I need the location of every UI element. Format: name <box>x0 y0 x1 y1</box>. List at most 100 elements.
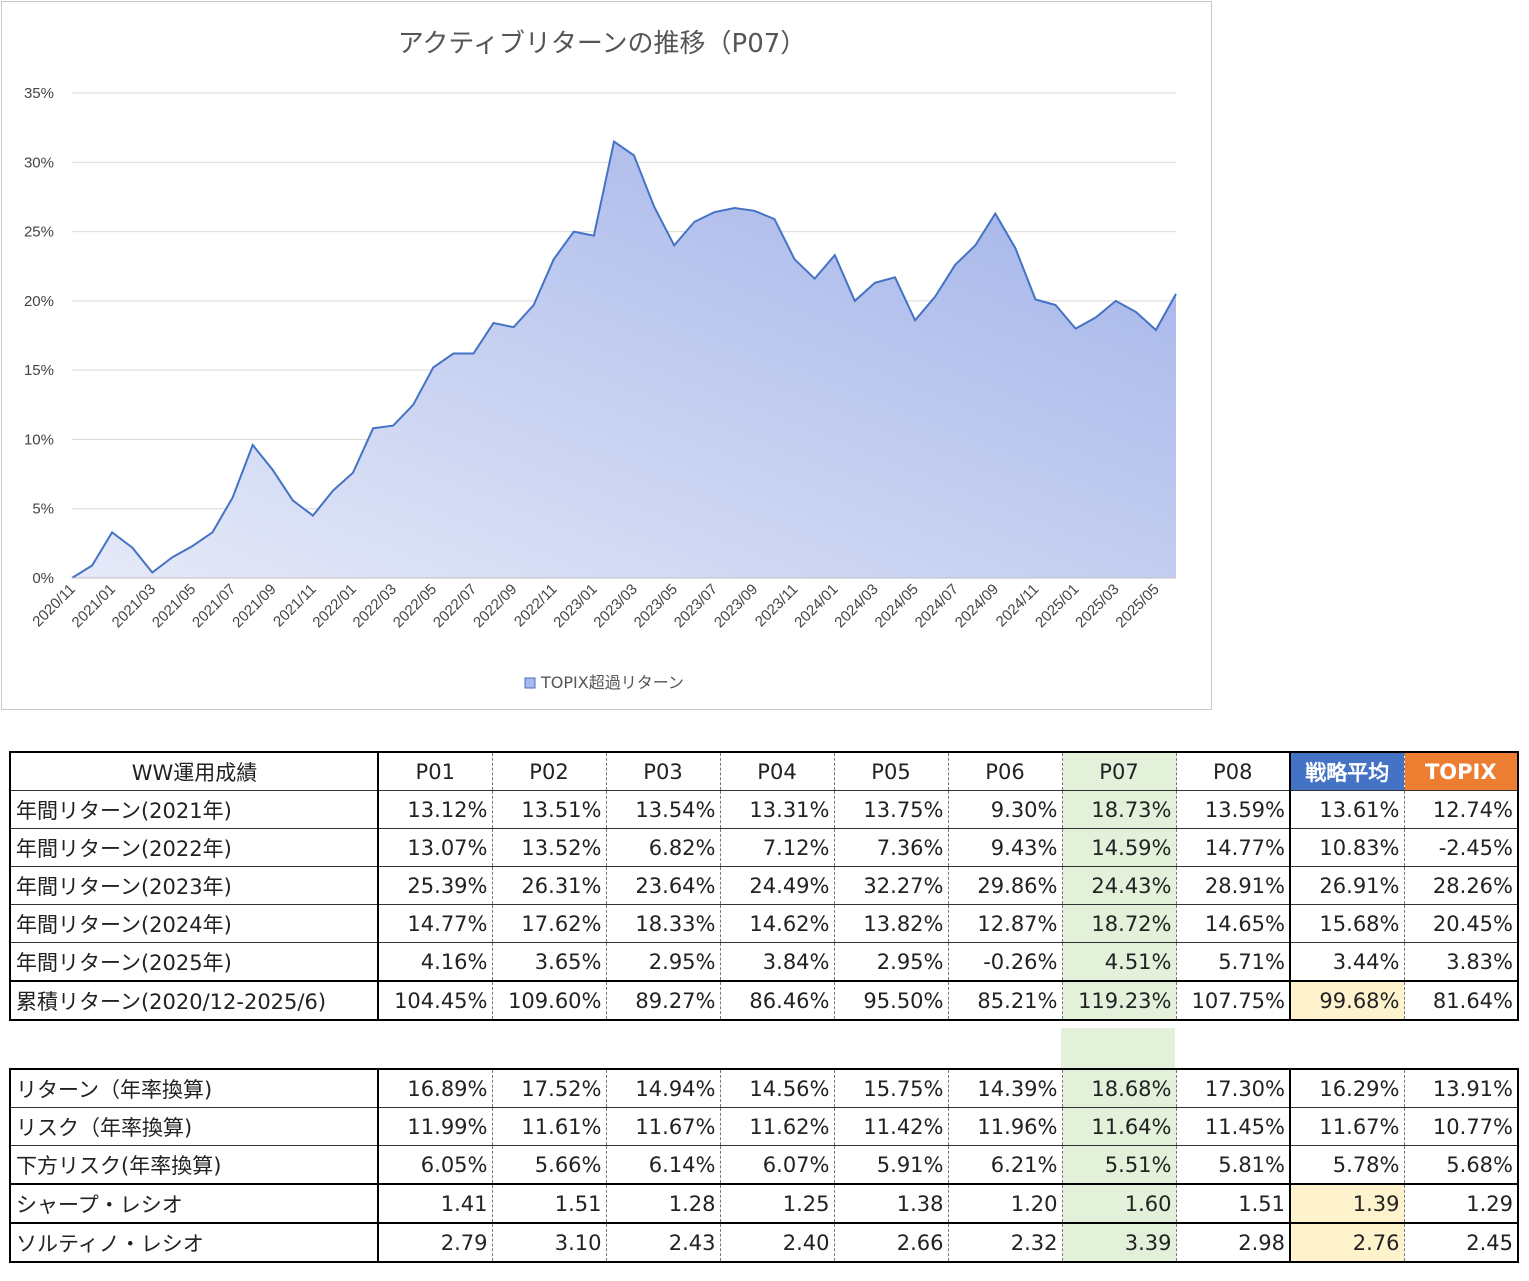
row-label: 累積リターン(2020/12-2025/6) <box>9 980 379 1021</box>
y-tick-label: 5% <box>32 501 54 518</box>
chart-legend: TOPIX超過リターン <box>524 673 684 692</box>
performance-table: WW運用成績 P01 P02 P03 P04 P05 P06 P07 P08 戦… <box>9 751 1519 1021</box>
table-row: リスク（年率換算) 11.99% 11.61% 11.67% 11.62% 11.42% 1… <box>9 1107 1519 1146</box>
header-p08: P08 <box>1175 751 1291 791</box>
table-cell: 107.75% <box>1175 980 1291 1021</box>
table-cell: 12.74% <box>1403 790 1519 829</box>
table-cell: 4.16% <box>377 942 493 982</box>
row-label: 年間リターン(2025年) <box>9 942 379 982</box>
header-p05: P05 <box>833 751 949 791</box>
table-cell: 24.49% <box>719 866 835 905</box>
table-cell: 3.65% <box>491 942 607 982</box>
table-row: 累積リターン(2020/12-2025/6) 104.45% 109.60% 89.2… <box>9 980 1519 1021</box>
table-cell: 16.89% <box>377 1068 493 1108</box>
table-cell: 5.78% <box>1289 1145 1405 1185</box>
table-cell: 14.62% <box>719 904 835 943</box>
table-cell: 3.10 <box>491 1222 607 1263</box>
x-axis-ticks: 2020/112021/012021/032021/052021/072021/… <box>29 581 1163 631</box>
x-tick-label: 2023/01 <box>550 581 600 631</box>
table-cell: 3.83% <box>1403 942 1519 982</box>
x-tick-label: 2022/01 <box>309 581 359 631</box>
x-tick-label: 2023/03 <box>590 581 640 631</box>
table-cell: 13.61% <box>1289 790 1405 829</box>
table-cell: 4.51% <box>1061 942 1177 982</box>
table-cell: 14.59% <box>1061 828 1177 867</box>
x-tick-label: 2021/03 <box>109 581 159 631</box>
header-label: WW運用成績 <box>9 751 379 791</box>
table-cell: 2.79 <box>377 1222 493 1263</box>
table-cell: 29.86% <box>947 866 1063 905</box>
table-cell: 1.41 <box>377 1183 493 1224</box>
table-cell: 13.52% <box>491 828 607 867</box>
area-series-fill <box>72 141 1176 578</box>
row-label: 年間リターン(2021年) <box>9 790 379 829</box>
table-cell: 6.07% <box>719 1145 835 1185</box>
table-cell: 13.51% <box>491 790 607 829</box>
table-cell: 99.68% <box>1289 980 1405 1021</box>
table-cell: 13.12% <box>377 790 493 829</box>
table-cell: 6.82% <box>605 828 721 867</box>
y-tick-label: 0% <box>32 570 54 587</box>
y-tick-label: 10% <box>24 431 54 448</box>
x-tick-label: 2024/01 <box>791 581 841 631</box>
table-cell: 1.20 <box>947 1183 1063 1224</box>
table-cell: 109.60% <box>491 980 607 1021</box>
table-cell: 2.32 <box>947 1222 1063 1263</box>
x-tick-label: 2024/09 <box>952 581 1002 631</box>
x-tick-label: 2021/07 <box>189 581 239 631</box>
table-cell: 17.62% <box>491 904 607 943</box>
table-cell: 11.67% <box>1289 1107 1405 1146</box>
table-row: 年間リターン(2021年) 13.12% 13.51% 13.54% 13.31% 13.… <box>9 790 1519 829</box>
table-cell: 17.52% <box>491 1068 607 1108</box>
table-cell: 26.31% <box>491 866 607 905</box>
table-cell: 1.28 <box>605 1183 721 1224</box>
table-cell: 11.62% <box>719 1107 835 1146</box>
table-cell: 18.72% <box>1061 904 1177 943</box>
x-tick-label: 2025/03 <box>1072 581 1122 631</box>
x-tick-label: 2023/09 <box>711 581 761 631</box>
table-cell: 2.43 <box>605 1222 721 1263</box>
table-cell: 32.27% <box>833 866 949 905</box>
table-cell: 11.61% <box>491 1107 607 1146</box>
table-header-row: WW運用成績 P01 P02 P03 P04 P05 P06 P07 P08 戦… <box>9 751 1519 791</box>
table-cell: 20.45% <box>1403 904 1519 943</box>
header-p02: P02 <box>491 751 607 791</box>
active-return-chart: アクティブリターンの推移（P07） 0% 5% 10% 15% 20% 25% 30% 35%… <box>24 29 1177 692</box>
table-cell: 13.59% <box>1175 790 1291 829</box>
table-cell: 11.99% <box>377 1107 493 1146</box>
table-cell: 18.33% <box>605 904 721 943</box>
table-cell: 1.25 <box>719 1183 835 1224</box>
header-p04: P04 <box>719 751 835 791</box>
table-cell: 15.75% <box>833 1068 949 1108</box>
table-row: リターン（年率換算) 16.89% 17.52% 14.94% 14.56% 15.75%… <box>9 1068 1519 1108</box>
table-cell: 7.36% <box>833 828 949 867</box>
table-cell: 14.77% <box>1175 828 1291 867</box>
table-cell: 25.39% <box>377 866 493 905</box>
x-tick-label: 2022/09 <box>470 581 520 631</box>
x-tick-label: 2024/05 <box>872 581 922 631</box>
table-cell: 18.68% <box>1061 1068 1177 1108</box>
x-tick-label: 2025/05 <box>1112 581 1162 631</box>
row-label: 年間リターン(2023年) <box>9 866 379 905</box>
table-cell: 14.65% <box>1175 904 1291 943</box>
table-cell: 13.75% <box>833 790 949 829</box>
table-cell: 13.91% <box>1403 1068 1519 1108</box>
table-cell: 28.26% <box>1403 866 1519 905</box>
table-cell: 85.21% <box>947 980 1063 1021</box>
table-cell: 2.95% <box>833 942 949 982</box>
table-cell: 119.23% <box>1061 980 1177 1021</box>
table-cell: 3.44% <box>1289 942 1405 982</box>
table-cell: 89.27% <box>605 980 721 1021</box>
table-cell: 24.43% <box>1061 866 1177 905</box>
table-cell: 13.54% <box>605 790 721 829</box>
header-strategy-average: 戦略平均 <box>1289 751 1405 791</box>
y-axis-ticks: 0% 5% 10% 15% 20% 25% 30% 35% <box>24 85 54 587</box>
table-cell: 15.68% <box>1289 904 1405 943</box>
row-label: 年間リターン(2022年) <box>9 828 379 867</box>
table-cell: 7.12% <box>719 828 835 867</box>
table-cell: 11.67% <box>605 1107 721 1146</box>
table-cell: 17.30% <box>1175 1068 1291 1108</box>
table-cell: 13.31% <box>719 790 835 829</box>
x-tick-label: 2021/05 <box>149 581 199 631</box>
table-cell: 6.21% <box>947 1145 1063 1185</box>
